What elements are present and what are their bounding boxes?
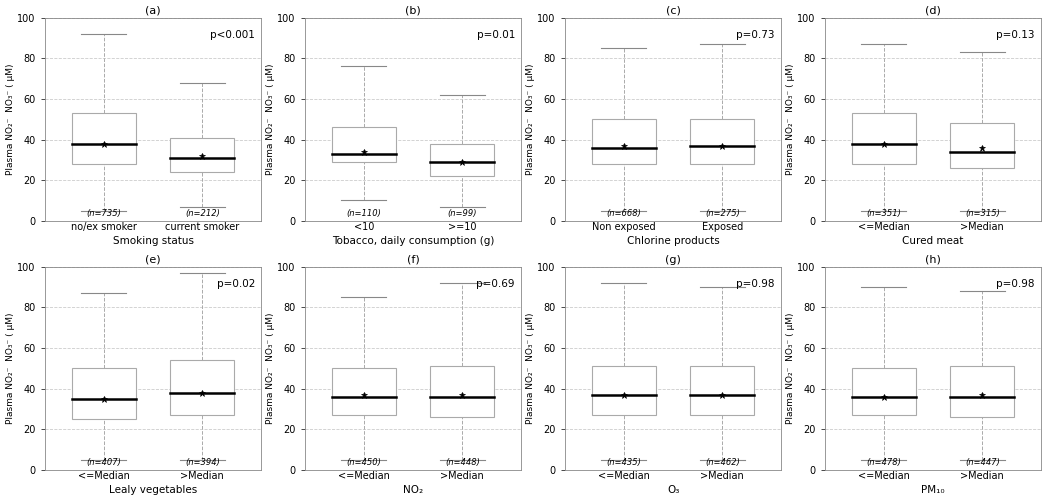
Title: (c): (c) — [666, 6, 681, 16]
Title: (f): (f) — [406, 255, 420, 265]
Y-axis label: Plasma NO₂⁻  NO₃⁻ ( μM): Plasma NO₂⁻ NO₃⁻ ( μM) — [5, 64, 15, 175]
Text: (n=407): (n=407) — [87, 458, 121, 467]
Y-axis label: Plasma NO₂⁻  NO₃⁻ ( μM): Plasma NO₂⁻ NO₃⁻ ( μM) — [785, 313, 795, 424]
Bar — [171, 360, 235, 415]
X-axis label: Smoking status: Smoking status — [113, 236, 194, 246]
Text: (n=212): (n=212) — [185, 209, 220, 218]
Bar — [951, 123, 1015, 168]
Text: (n=99): (n=99) — [447, 209, 477, 218]
X-axis label: O₃: O₃ — [667, 485, 680, 495]
Text: (n=462): (n=462) — [705, 458, 740, 467]
Text: (n=275): (n=275) — [705, 209, 740, 218]
Bar — [951, 366, 1015, 417]
Text: p=0.98: p=0.98 — [997, 279, 1034, 289]
Text: (n=668): (n=668) — [606, 209, 642, 218]
Text: (n=447): (n=447) — [965, 458, 1000, 467]
Text: (n=315): (n=315) — [965, 209, 1000, 218]
Bar — [72, 368, 136, 419]
Bar — [332, 368, 396, 415]
X-axis label: Cured meat: Cured meat — [903, 236, 964, 246]
Text: (n=735): (n=735) — [87, 209, 121, 218]
Text: (n=478): (n=478) — [867, 458, 901, 467]
X-axis label: Lealy vegetables: Lealy vegetables — [109, 485, 197, 495]
Text: p=0.13: p=0.13 — [997, 30, 1034, 40]
Bar — [852, 368, 916, 415]
Bar — [430, 144, 494, 176]
Y-axis label: Plasma NO₂⁻  NO₃⁻ ( μM): Plasma NO₂⁻ NO₃⁻ ( μM) — [526, 64, 535, 175]
Bar — [852, 113, 916, 164]
Y-axis label: Plasma NO₂⁻  NO₃⁻ ( μM): Plasma NO₂⁻ NO₃⁻ ( μM) — [266, 313, 274, 424]
X-axis label: Tobacco, daily consumption (g): Tobacco, daily consumption (g) — [332, 236, 494, 246]
Text: (n=351): (n=351) — [867, 209, 901, 218]
Title: (h): (h) — [926, 255, 941, 265]
Bar — [592, 119, 655, 164]
Text: (n=448): (n=448) — [445, 458, 480, 467]
Y-axis label: Plasma NO₂⁻  NO₃⁻ ( μM): Plasma NO₂⁻ NO₃⁻ ( μM) — [5, 313, 15, 424]
Title: (g): (g) — [665, 255, 681, 265]
Title: (d): (d) — [926, 6, 941, 16]
Bar — [430, 366, 494, 417]
Title: (b): (b) — [405, 6, 421, 16]
X-axis label: NO₂: NO₂ — [403, 485, 423, 495]
Text: (n=450): (n=450) — [347, 458, 381, 467]
X-axis label: PM₁₀: PM₁₀ — [921, 485, 945, 495]
Text: p=0.69: p=0.69 — [476, 279, 515, 289]
Text: p<0.001: p<0.001 — [210, 30, 254, 40]
Y-axis label: Plasma NO₂⁻  NO₃⁻ ( μM): Plasma NO₂⁻ NO₃⁻ ( μM) — [266, 64, 274, 175]
Text: (n=394): (n=394) — [185, 458, 220, 467]
Bar — [332, 127, 396, 162]
Bar — [171, 138, 235, 172]
Y-axis label: Plasma NO₂⁻  NO₃⁻ ( μM): Plasma NO₂⁻ NO₃⁻ ( μM) — [526, 313, 535, 424]
Text: (n=435): (n=435) — [606, 458, 642, 467]
X-axis label: Chlorine products: Chlorine products — [627, 236, 719, 246]
Y-axis label: Plasma NO₂⁻  NO₃⁻ ( μM): Plasma NO₂⁻ NO₃⁻ ( μM) — [785, 64, 795, 175]
Text: (n=110): (n=110) — [347, 209, 381, 218]
Title: (e): (e) — [146, 255, 161, 265]
Text: p=0.73: p=0.73 — [736, 30, 775, 40]
Text: p=0.98: p=0.98 — [736, 279, 775, 289]
Text: p=0.02: p=0.02 — [217, 279, 254, 289]
Title: (a): (a) — [146, 6, 161, 16]
Bar — [72, 113, 136, 164]
Text: p=0.01: p=0.01 — [476, 30, 515, 40]
Bar — [592, 366, 655, 415]
Bar — [690, 119, 754, 164]
Bar — [690, 366, 754, 415]
